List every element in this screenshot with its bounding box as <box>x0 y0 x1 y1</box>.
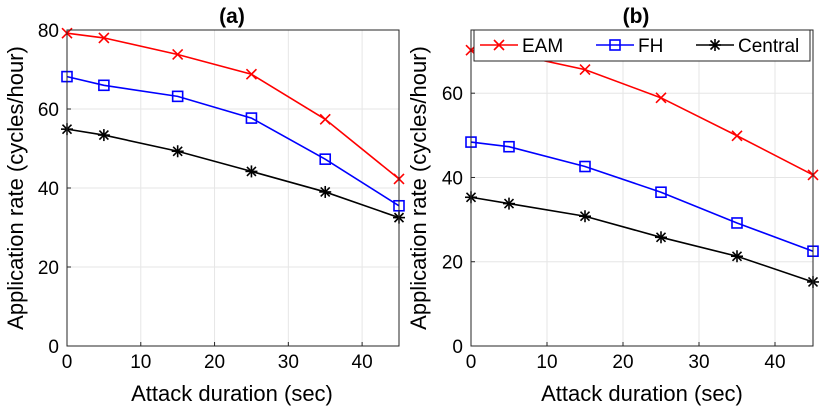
y-tick-label: 60 <box>38 100 59 121</box>
data-point-central <box>503 197 515 210</box>
y-tick-label: 20 <box>442 253 463 274</box>
x-tick-label: 0 <box>466 352 477 373</box>
panel-a-ylabel: Application rate (cycles/hour) <box>3 46 28 330</box>
data-point-eam <box>731 130 743 142</box>
y-tick-label: 0 <box>48 337 59 358</box>
legend-box <box>473 29 811 62</box>
y-tick-label: 20 <box>38 258 59 279</box>
panel-b-xlabel: Attack duration (sec) <box>541 381 743 406</box>
legend-marker <box>609 39 621 51</box>
legend-item-central: Central <box>696 36 799 57</box>
x-tick-label: 20 <box>612 352 633 373</box>
x-tick-label: 30 <box>688 352 709 373</box>
panel-b: (b) 0 10 20 30 40 0 20 40 60 Attack duration (se… <box>406 5 819 406</box>
data-point-eam <box>319 113 331 125</box>
legend: EAM FH Central <box>473 29 811 62</box>
data-point-central <box>579 210 591 223</box>
data-point-fh <box>319 153 332 165</box>
y-tick-label: 80 <box>38 21 59 42</box>
panel-b-ylabel: Application rate (cycles/hour) <box>406 46 431 330</box>
series-line-eam <box>66 32 400 180</box>
series-line-fh <box>66 75 400 207</box>
data-point-fh <box>503 140 515 153</box>
x-tick-label: 40 <box>352 352 373 373</box>
data-point-fh <box>731 217 743 229</box>
panel-b-series <box>465 44 819 288</box>
data-point-central <box>97 129 110 142</box>
data-point-central <box>319 185 332 198</box>
data-point-eam <box>245 68 258 80</box>
x-tick-label: 30 <box>278 352 299 373</box>
legend-marker <box>709 39 721 51</box>
panel-b-title: (b) <box>623 5 650 28</box>
data-point-fh <box>655 186 667 199</box>
data-point-fh <box>98 79 110 92</box>
panel-a-ticks: 0 10 20 30 40 0 20 40 60 80 <box>38 21 373 373</box>
data-point-fh <box>579 160 591 173</box>
data-point-central <box>655 231 667 244</box>
x-tick-label: 0 <box>62 352 73 373</box>
series-line-central <box>66 128 400 219</box>
panel-a-grid <box>66 29 399 347</box>
y-tick-label: 40 <box>442 168 463 189</box>
panel-a-title: (a) <box>219 5 245 28</box>
legend-items: EAM FH Central <box>480 36 799 57</box>
legend-item-eam: EAM <box>480 36 563 57</box>
data-point-fh <box>171 90 184 103</box>
legend-label: FH <box>638 36 663 57</box>
y-tick-label: 40 <box>38 179 59 200</box>
data-point-central <box>245 165 258 178</box>
panel-a: (a) 0 10 20 30 40 0 20 40 60 80 Attack duration (… <box>3 5 405 406</box>
legend-marker <box>493 39 505 51</box>
data-point-central <box>171 145 184 158</box>
series-line-eam <box>470 49 814 176</box>
y-tick-label: 60 <box>442 84 463 105</box>
legend-label: EAM <box>522 36 563 57</box>
data-point-eam <box>579 64 591 76</box>
legend-label: Central <box>738 36 799 57</box>
panel-a-xlabel: Attack duration (sec) <box>131 381 333 406</box>
series-line-central <box>470 196 814 283</box>
x-tick-label: 20 <box>204 352 225 373</box>
panel-a-axes-frame <box>66 29 400 347</box>
series-line-fh <box>470 141 814 252</box>
data-point-central <box>731 250 743 263</box>
panel-b-axes-frame <box>470 29 814 347</box>
data-point-eam <box>172 48 184 61</box>
legend-item-fh: FH <box>596 36 663 57</box>
x-tick-label: 10 <box>130 352 151 373</box>
x-tick-label: 40 <box>764 352 785 373</box>
data-point-eam <box>98 32 110 44</box>
data-point-fh <box>245 112 258 124</box>
panel-a-series <box>61 27 405 224</box>
panel-b-grid <box>470 30 813 347</box>
y-tick-label: 0 <box>452 337 463 358</box>
x-tick-label: 10 <box>536 352 557 373</box>
data-point-eam <box>655 92 667 104</box>
